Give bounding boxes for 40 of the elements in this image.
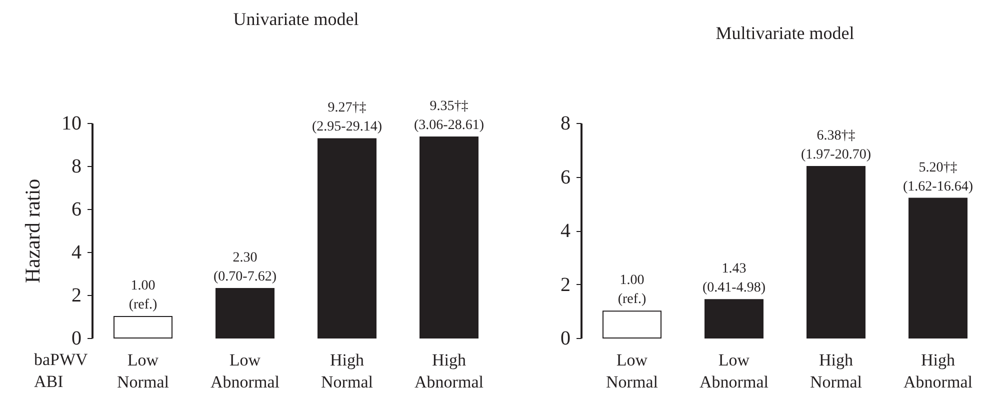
data-label: 6.38†‡ (1.97-20.70) bbox=[801, 128, 872, 163]
y-tick-label: 0 bbox=[72, 328, 82, 350]
text: baPWV bbox=[34, 350, 89, 369]
data-label: 2.30 (0.70-7.62) bbox=[214, 250, 277, 285]
data-label: 9.27†‡ (2.95-29.14) bbox=[312, 100, 382, 135]
x-tick-label: High Normal bbox=[321, 350, 374, 392]
text: ABI bbox=[34, 372, 64, 391]
y-axis-title: Hazard ratio bbox=[20, 178, 44, 284]
bar bbox=[114, 316, 172, 338]
data-label: 1.00 (ref.) bbox=[618, 273, 647, 308]
x-tick-label: Low Normal bbox=[606, 350, 658, 392]
bar bbox=[908, 198, 968, 338]
y-tick-label: 6 bbox=[560, 166, 570, 188]
bar bbox=[806, 166, 866, 338]
bar bbox=[602, 310, 662, 338]
bar bbox=[420, 136, 478, 338]
bar bbox=[704, 299, 764, 338]
y-tick-label: 6 bbox=[72, 198, 82, 220]
x-tick-label: Low Normal bbox=[117, 350, 170, 392]
data-label: 1.43 (0.41-4.98) bbox=[702, 262, 766, 296]
y-tick-label: 4 bbox=[72, 242, 82, 264]
y-tick-label: 8 bbox=[72, 156, 82, 178]
x-tick-label: High Normal bbox=[810, 350, 862, 392]
y-tick-label: 2 bbox=[72, 284, 82, 306]
y-tick-label: 0 bbox=[560, 328, 570, 350]
bar bbox=[216, 288, 274, 338]
y-tick-label: 10 bbox=[62, 112, 82, 134]
y-tick-label: 8 bbox=[560, 112, 570, 134]
y-tick-label: 4 bbox=[560, 220, 570, 242]
data-label: 1.00 (ref.) bbox=[128, 278, 158, 312]
bar bbox=[318, 138, 376, 338]
x-tick-label: Low Abnormal bbox=[700, 350, 769, 392]
chart-title: Multivariate model bbox=[716, 23, 854, 43]
x-tick-label: High Abnormal bbox=[904, 350, 973, 392]
data-label: 9.35†‡ (3.06-28.61) bbox=[414, 98, 484, 133]
data-label: 5.20†‡ (1.62-16.64) bbox=[903, 160, 974, 194]
y-tick-label: 2 bbox=[560, 274, 570, 296]
chart-title: Univariate model bbox=[233, 8, 359, 29]
x-tick-label: High Abnormal bbox=[414, 350, 484, 392]
x-tick-label: Low Abnormal bbox=[210, 350, 280, 392]
